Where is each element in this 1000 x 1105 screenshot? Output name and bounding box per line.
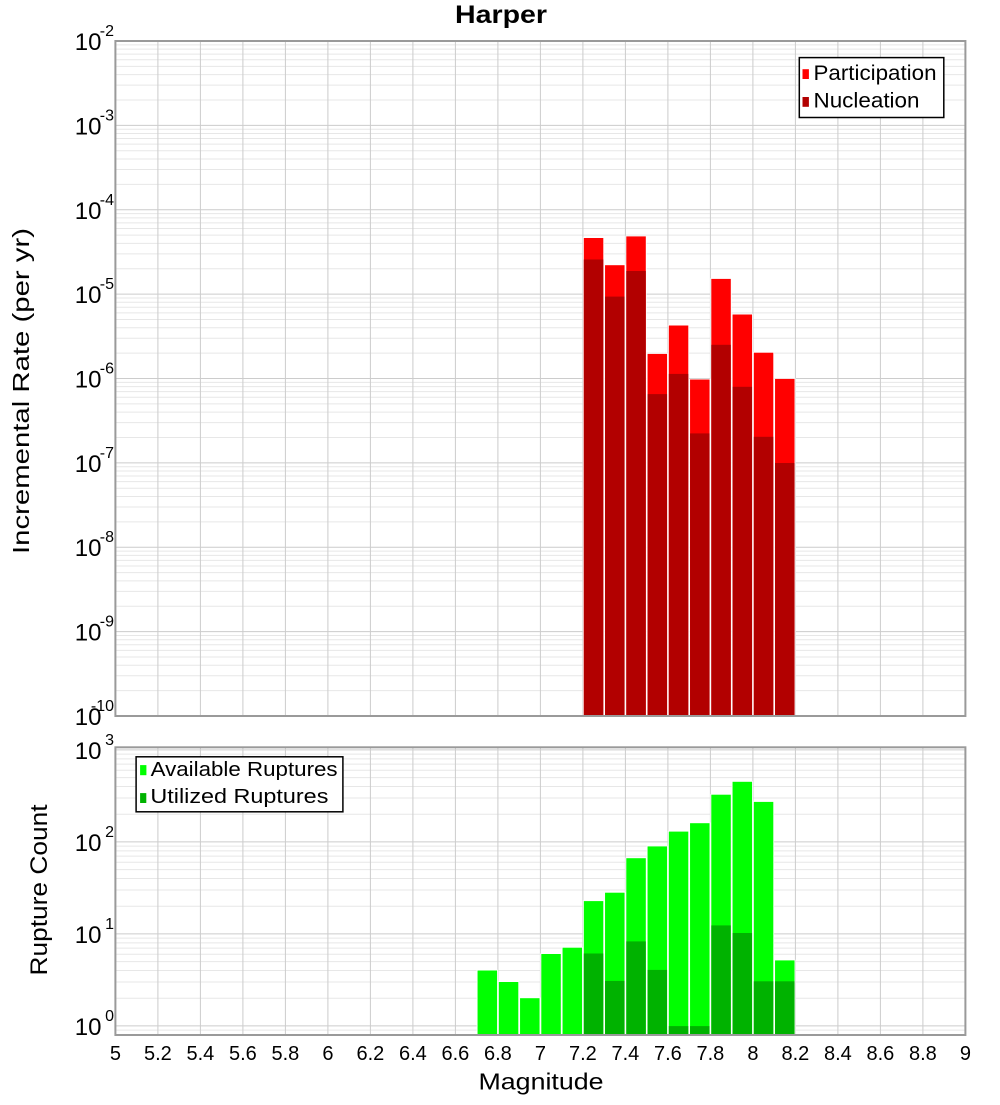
svg-text:10: 10 [75, 1014, 102, 1041]
svg-text:10: 10 [75, 738, 102, 765]
svg-text:2: 2 [105, 824, 114, 841]
svg-text:Nucleation: Nucleation [814, 89, 920, 112]
svg-text:Participation: Participation [814, 62, 937, 85]
svg-text:-2: -2 [100, 23, 114, 40]
svg-text:-7: -7 [100, 445, 114, 462]
svg-text:Harper: Harper [455, 1, 547, 29]
svg-text:6: 6 [322, 1043, 333, 1065]
svg-text:Magnitude: Magnitude [479, 1069, 604, 1095]
svg-text:-9: -9 [100, 614, 114, 631]
svg-text:10: 10 [75, 451, 102, 478]
svg-text:5.6: 5.6 [229, 1043, 257, 1065]
svg-text:8.4: 8.4 [824, 1043, 852, 1065]
svg-text:5.2: 5.2 [144, 1043, 172, 1065]
svg-text:7.2: 7.2 [569, 1043, 597, 1065]
svg-text:7.4: 7.4 [611, 1043, 639, 1065]
svg-text:1: 1 [105, 916, 114, 933]
svg-text:8.8: 8.8 [909, 1043, 937, 1065]
svg-text:5: 5 [110, 1043, 121, 1065]
svg-text:7.8: 7.8 [696, 1043, 724, 1065]
svg-text:7.6: 7.6 [654, 1043, 682, 1065]
svg-text:10: 10 [75, 367, 102, 394]
svg-text:7: 7 [535, 1043, 546, 1065]
svg-text:8: 8 [747, 1043, 758, 1065]
svg-text:10: 10 [75, 704, 102, 731]
svg-text:8.6: 8.6 [866, 1043, 894, 1065]
svg-text:10: 10 [75, 620, 102, 647]
svg-text:5.4: 5.4 [186, 1043, 214, 1065]
svg-text:8.2: 8.2 [781, 1043, 809, 1065]
svg-text:10: 10 [75, 29, 102, 56]
svg-text:6.8: 6.8 [484, 1043, 512, 1065]
svg-text:6.4: 6.4 [399, 1043, 427, 1065]
svg-text:10: 10 [75, 830, 102, 857]
svg-text:5.8: 5.8 [271, 1043, 299, 1065]
svg-text:Utilized Ruptures: Utilized Ruptures [150, 786, 328, 808]
svg-text:Available Ruptures: Available Ruptures [151, 759, 338, 781]
svg-text:Incremental Rate (per yr): Incremental Rate (per yr) [8, 228, 34, 554]
svg-text:3: 3 [105, 732, 114, 749]
svg-text:10: 10 [75, 113, 102, 140]
svg-text:-5: -5 [100, 276, 114, 293]
svg-text:-3: -3 [100, 107, 114, 124]
svg-text:10: 10 [75, 922, 102, 949]
svg-text:-6: -6 [100, 361, 114, 378]
svg-text:6.6: 6.6 [441, 1043, 469, 1065]
svg-text:Rupture Count: Rupture Count [26, 804, 53, 975]
svg-text:10: 10 [75, 535, 102, 562]
svg-text:-8: -8 [100, 529, 114, 546]
svg-text:10: 10 [75, 282, 102, 309]
svg-text:0: 0 [105, 1008, 114, 1025]
svg-text:9: 9 [960, 1043, 971, 1065]
svg-text:10: 10 [75, 198, 102, 225]
svg-text:-4: -4 [100, 192, 114, 209]
svg-text:-10: -10 [91, 698, 114, 715]
svg-text:6.2: 6.2 [356, 1043, 384, 1065]
